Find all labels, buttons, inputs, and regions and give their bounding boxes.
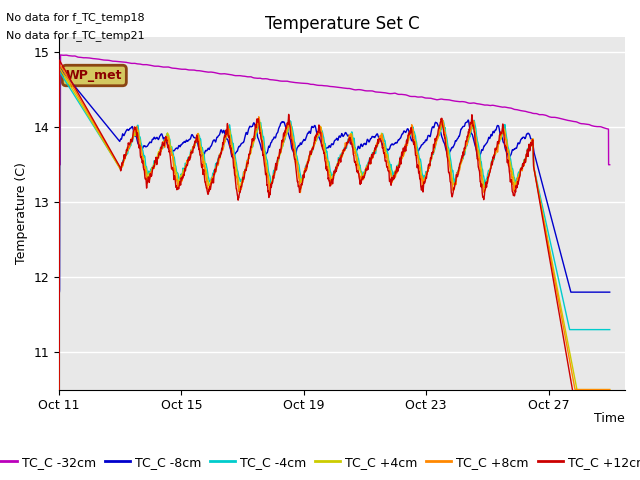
Text: No data for f_TC_temp18: No data for f_TC_temp18 [6, 12, 145, 23]
Legend: TC_C -32cm, TC_C -8cm, TC_C -4cm, TC_C +4cm, TC_C +8cm, TC_C +12cm: TC_C -32cm, TC_C -8cm, TC_C -4cm, TC_C +… [0, 451, 640, 474]
Text: Time: Time [595, 412, 625, 425]
Text: WP_met: WP_met [66, 69, 123, 82]
Title: Temperature Set C: Temperature Set C [265, 15, 419, 33]
Text: No data for f_TC_temp21: No data for f_TC_temp21 [6, 30, 145, 41]
Y-axis label: Temperature (C): Temperature (C) [15, 163, 28, 264]
